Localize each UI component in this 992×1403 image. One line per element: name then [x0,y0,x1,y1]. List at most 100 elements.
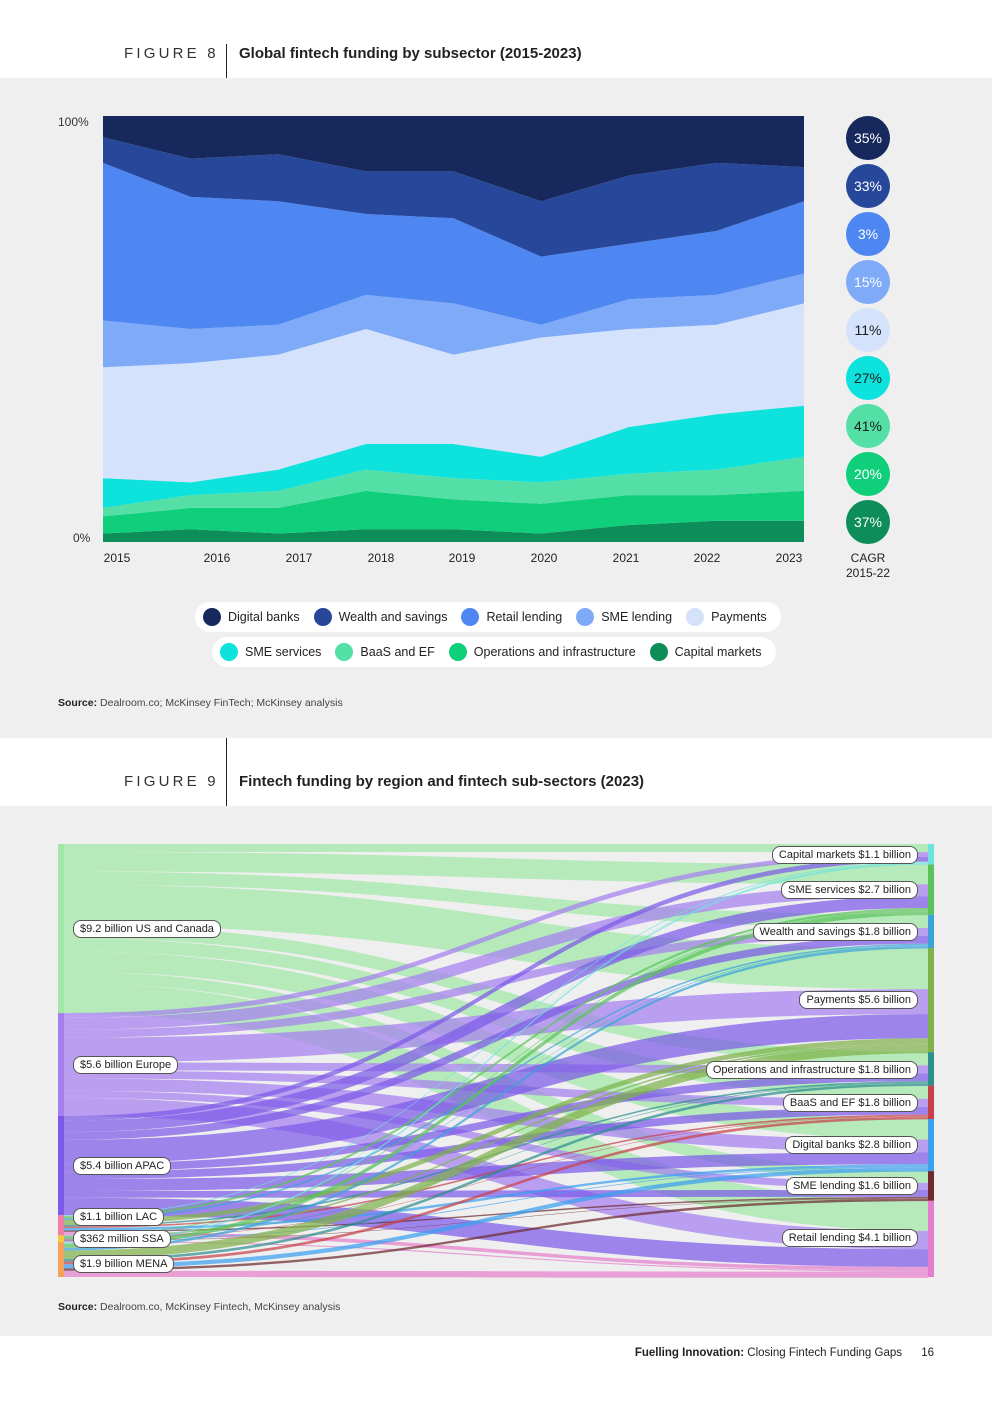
target-node-sme-services [928,864,934,915]
legend-label: Capital markets [674,645,762,659]
flow-lac-to-payments [64,1038,928,1225]
legend-swatch [335,643,354,661]
target-node-wealth-and-savings [928,914,934,949]
target-label-digital-banks: Digital banks $2.8 billion [785,1136,918,1154]
flow-apac-to-payments [64,1014,928,1164]
area-operations-and-infrastructure [103,490,804,534]
y-axis-top-label: 100% [58,115,89,129]
source-node-lac [58,1215,64,1236]
legend-swatch [448,643,467,661]
flow-ssa-to-digital-banks [64,1166,928,1241]
source-node-apac [58,1115,64,1216]
legend-row-2: SME services BaaS and EF Operations and in… [212,637,776,667]
sankey-chart [58,844,934,1278]
x-tick-2022: 2022 [693,551,721,565]
area-capital-markets [103,520,804,542]
target-label-capital-markets: Capital markets $1.1 billion [771,846,918,864]
flow-apac-to-capital-markets [64,856,928,1121]
page-footer: Fuelling Innovation: Closing Fintech Fun… [635,1347,934,1359]
flow-europe-to-payments [64,989,928,1063]
source-label-ssa: $362 million SSA [73,1230,171,1248]
target-label-sme-lending: SME lending $1.6 billion [785,1177,918,1195]
flow-ssa-to-wealth-and-savings [64,945,928,1238]
legend-operations-and-infrastructure: Operations and infrastructure [448,643,636,661]
legend-swatch [686,608,705,626]
source-label-mena: $1.9 billion MENA [73,1255,175,1273]
legend-label: Operations and infrastructure [473,645,636,659]
flow-us-and-canada-to-retail-lending [64,983,928,1231]
cagr-label-line2: 2015-22 [845,566,891,580]
flow-us-and-canada-to-wealth-and-savings [64,871,928,928]
legend-baas-and-ef: BaaS and EF [335,643,435,661]
source-node-us-and-canada [58,844,64,1014]
cagr-baas-and-ef: 41% [846,404,890,448]
area-digital-banks [103,116,804,202]
figure9-source-text: Dealroom.co, McKinsey Fintech, McKinsey … [100,1301,341,1313]
flow-us-and-canada-to-operations-and-infrastructure [64,925,928,1066]
cagr-retail-lending: 3% [846,212,890,256]
flow-ssa-to-baas-and-ef [64,1116,928,1240]
flow-mena-to-baas-and-ef [64,1116,928,1265]
figure9-header: FIGURE 9 Fintech funding by region and f… [0,738,992,816]
legend-payments: Payments [686,608,767,626]
target-label-retail-lending: Retail lending $4.1 billion [781,1229,918,1247]
page-number: 16 [921,1347,934,1359]
x-tick-2015: 2015 [103,551,131,565]
flow-apac-to-baas-and-ef [64,1106,928,1180]
legend-retail-lending: Retail lending [461,608,562,626]
cagr-payments: 11% [846,308,890,352]
flow-ssa-to-operations-and-infrastructure [64,1082,928,1240]
x-tick-2020: 2020 [530,551,558,565]
flow-europe-to-wealth-and-savings [64,927,928,1038]
cagr-sme-lending: 15% [846,260,890,304]
flow-apac-to-wealth-and-savings [64,935,928,1140]
target-label-wealth-and-savings: Wealth and savings $1.8 billion [752,923,918,941]
area-payments [103,303,804,483]
cagr-sme-services: 27% [846,356,890,400]
target-node-baas-and-ef [928,1085,934,1120]
x-tick-2018: 2018 [367,551,395,565]
flow-lac-to-wealth-and-savings [64,943,928,1221]
flow-apac-to-sme-services [64,896,928,1133]
figure8-source-label: Source: [58,697,98,709]
source-node-mena [58,1242,64,1277]
flow-ssa-to-sme-services [64,910,928,1237]
x-tick-2016: 2016 [203,551,231,565]
cagr-label-line1: CAGR [850,551,886,565]
flow-lac-to-capital-markets [64,861,928,1217]
target-node-operations-and-infrastructure [928,1052,934,1086]
area-sme-lending [103,273,804,368]
flow-mena-to-wealth-and-savings [64,945,928,1251]
flow-lac-to-sme-services [64,907,928,1219]
legend-label: SME lending [601,610,673,624]
figure8-source: Source: Dealroom.co; McKinsey FinTech; M… [58,697,343,709]
footer-title-bold: Fuelling Innovation: [634,1347,745,1359]
legend-label: BaaS and EF [360,645,435,659]
figure9-divider [226,738,227,806]
cagr-label: CAGR 2015-22 [838,551,898,581]
figure9-title: Fintech funding by region and fintech su… [239,773,645,790]
figure8-title: Global fintech funding by subsector (201… [239,45,582,62]
flow-ssa-to-retail-lending [64,1240,928,1272]
legend-swatch [220,643,238,661]
figure9-source-label: Source: [58,1301,98,1313]
area-wealth-and-savings [103,137,804,257]
flow-us-and-canada-to-capital-markets [64,844,928,853]
x-tick-2021: 2021 [612,551,640,565]
source-label-apac: $5.4 billion APAC [73,1157,172,1175]
target-label-baas-and-ef: BaaS and EF $1.8 billion [782,1094,918,1112]
flow-us-and-canada-to-sme-services [64,851,928,885]
legend-swatch [313,608,332,626]
flow-europe-to-sme-services [64,884,928,1030]
target-node-capital-markets [928,844,934,865]
flow-mena-to-capital-markets [64,863,928,1244]
legend-swatch [203,608,221,626]
source-label-us-and-canada: $9.2 billion US and Canada [73,920,221,938]
flow-lac-to-digital-banks [64,1164,928,1231]
target-label-sme-services: SME services $2.7 billion [781,881,918,899]
legend-label: Retail lending [486,610,563,624]
footer-title-rest: Closing Fintech Funding Gaps [747,1347,902,1359]
figure8-header: FIGURE 8 Global fintech funding by subse… [0,0,992,78]
target-label-operations-and-infrastructure: Operations and infrastructure $1.8 billi… [705,1061,918,1079]
legend-capital-markets: Capital markets [649,643,762,661]
